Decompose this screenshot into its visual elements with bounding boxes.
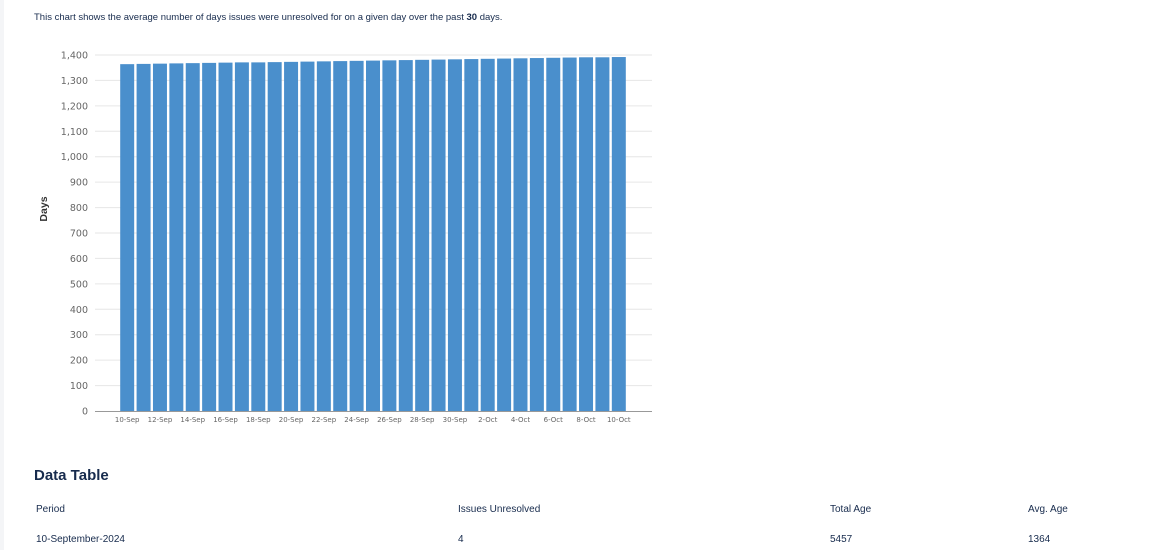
y-tick-label: 1,300 (61, 76, 88, 87)
bar (152, 63, 167, 411)
bar (382, 60, 397, 412)
bar (169, 63, 184, 412)
description-text: This chart shows the average number of d… (34, 12, 467, 23)
bar (595, 57, 610, 411)
chart-description: This chart shows the average number of d… (34, 12, 502, 23)
bar (513, 58, 528, 411)
bar (120, 64, 135, 411)
bar (497, 58, 512, 412)
bar (333, 61, 348, 412)
x-tick-label: 10-Sep (115, 416, 140, 424)
bar (202, 62, 217, 411)
y-tick-label: 300 (70, 330, 88, 341)
bar (415, 59, 430, 412)
cell-period: 10-September-2024 (36, 534, 125, 545)
column-header-total-age: Total Age (830, 504, 872, 515)
data-table: Period Issues Unresolved Total Age Avg. … (34, 500, 1134, 560)
table-header-row: Period Issues Unresolved Total Age Avg. … (34, 500, 1134, 530)
y-tick-label: 700 (70, 229, 88, 240)
x-tick-label: 20-Sep (279, 416, 304, 424)
y-tick-label: 100 (70, 381, 88, 392)
description-suffix: days. (477, 12, 503, 23)
bar (464, 59, 479, 411)
x-tick-label: 24-Sep (344, 416, 369, 424)
bar (284, 61, 299, 411)
x-tick-label: 14-Sep (180, 416, 205, 424)
bar (447, 59, 462, 412)
bar-chart-svg: 0 100 200 300 400 500 600 700 800 900 1,000 1,100 1,… (61, 51, 652, 424)
bar (366, 60, 380, 411)
x-tick-label: 18-Sep (246, 416, 271, 424)
bar (480, 58, 495, 412)
bar (300, 61, 315, 412)
x-tick-label: 2-Oct (478, 416, 498, 424)
bar (349, 60, 364, 411)
bar (316, 61, 331, 411)
table-row: 10-September-2024 4 5457 1364 (34, 530, 1134, 560)
y-axis-label: Days (38, 196, 50, 222)
column-header-avg-age: Avg. Age (1028, 504, 1068, 515)
y-tick-label: 0 (82, 407, 88, 418)
bar (529, 58, 544, 412)
y-tick-label: 900 (70, 178, 88, 189)
description-days-count: 30 (466, 12, 478, 23)
column-header-issues-unresolved: Issues Unresolved (458, 504, 541, 515)
bar (546, 57, 561, 411)
cell-issues-unresolved: 4 (458, 534, 464, 545)
y-tick-label: 800 (70, 203, 88, 214)
y-tick-label: 400 (70, 305, 88, 316)
page-left-border (0, 0, 4, 550)
x-tick-label: 22-Sep (312, 416, 337, 424)
bar (185, 63, 200, 411)
x-tick-label: 12-Sep (148, 416, 173, 424)
y-tick-label: 1,000 (61, 152, 88, 163)
bar (579, 57, 594, 411)
x-tick-label: 10-Oct (607, 416, 631, 424)
y-tick-label: 200 (70, 356, 88, 367)
bar (251, 62, 266, 411)
x-tick-label: 28-Sep (410, 416, 435, 424)
y-tick-label: 600 (70, 254, 88, 265)
bar (562, 57, 577, 412)
y-tick-label: 1,100 (61, 127, 88, 138)
bar (234, 62, 249, 411)
x-tick-label: 26-Sep (377, 416, 402, 424)
x-tick-label: 30-Sep (443, 416, 468, 424)
bar (611, 57, 626, 411)
cell-avg-age: 1364 (1028, 534, 1051, 545)
bar (267, 62, 282, 412)
data-table-title: Data Table (34, 467, 109, 484)
y-tick-label: 500 (70, 279, 88, 290)
x-tick-label: 6-Oct (544, 416, 564, 424)
cell-total-age: 5457 (830, 534, 853, 545)
bar (136, 63, 151, 412)
x-tick-label: 16-Sep (213, 416, 238, 424)
y-tick-label: 1,200 (61, 101, 88, 112)
x-tick-label: 8-Oct (576, 416, 596, 424)
column-header-period: Period (36, 504, 65, 515)
bar (431, 59, 446, 411)
y-tick-label: 1,400 (61, 51, 88, 62)
average-age-chart: 0 100 200 300 400 500 600 700 800 900 1,000 1,100 1,… (0, 0, 700, 440)
x-tick-label: 4-Oct (511, 416, 531, 424)
bar (398, 60, 413, 411)
bar (218, 62, 233, 411)
